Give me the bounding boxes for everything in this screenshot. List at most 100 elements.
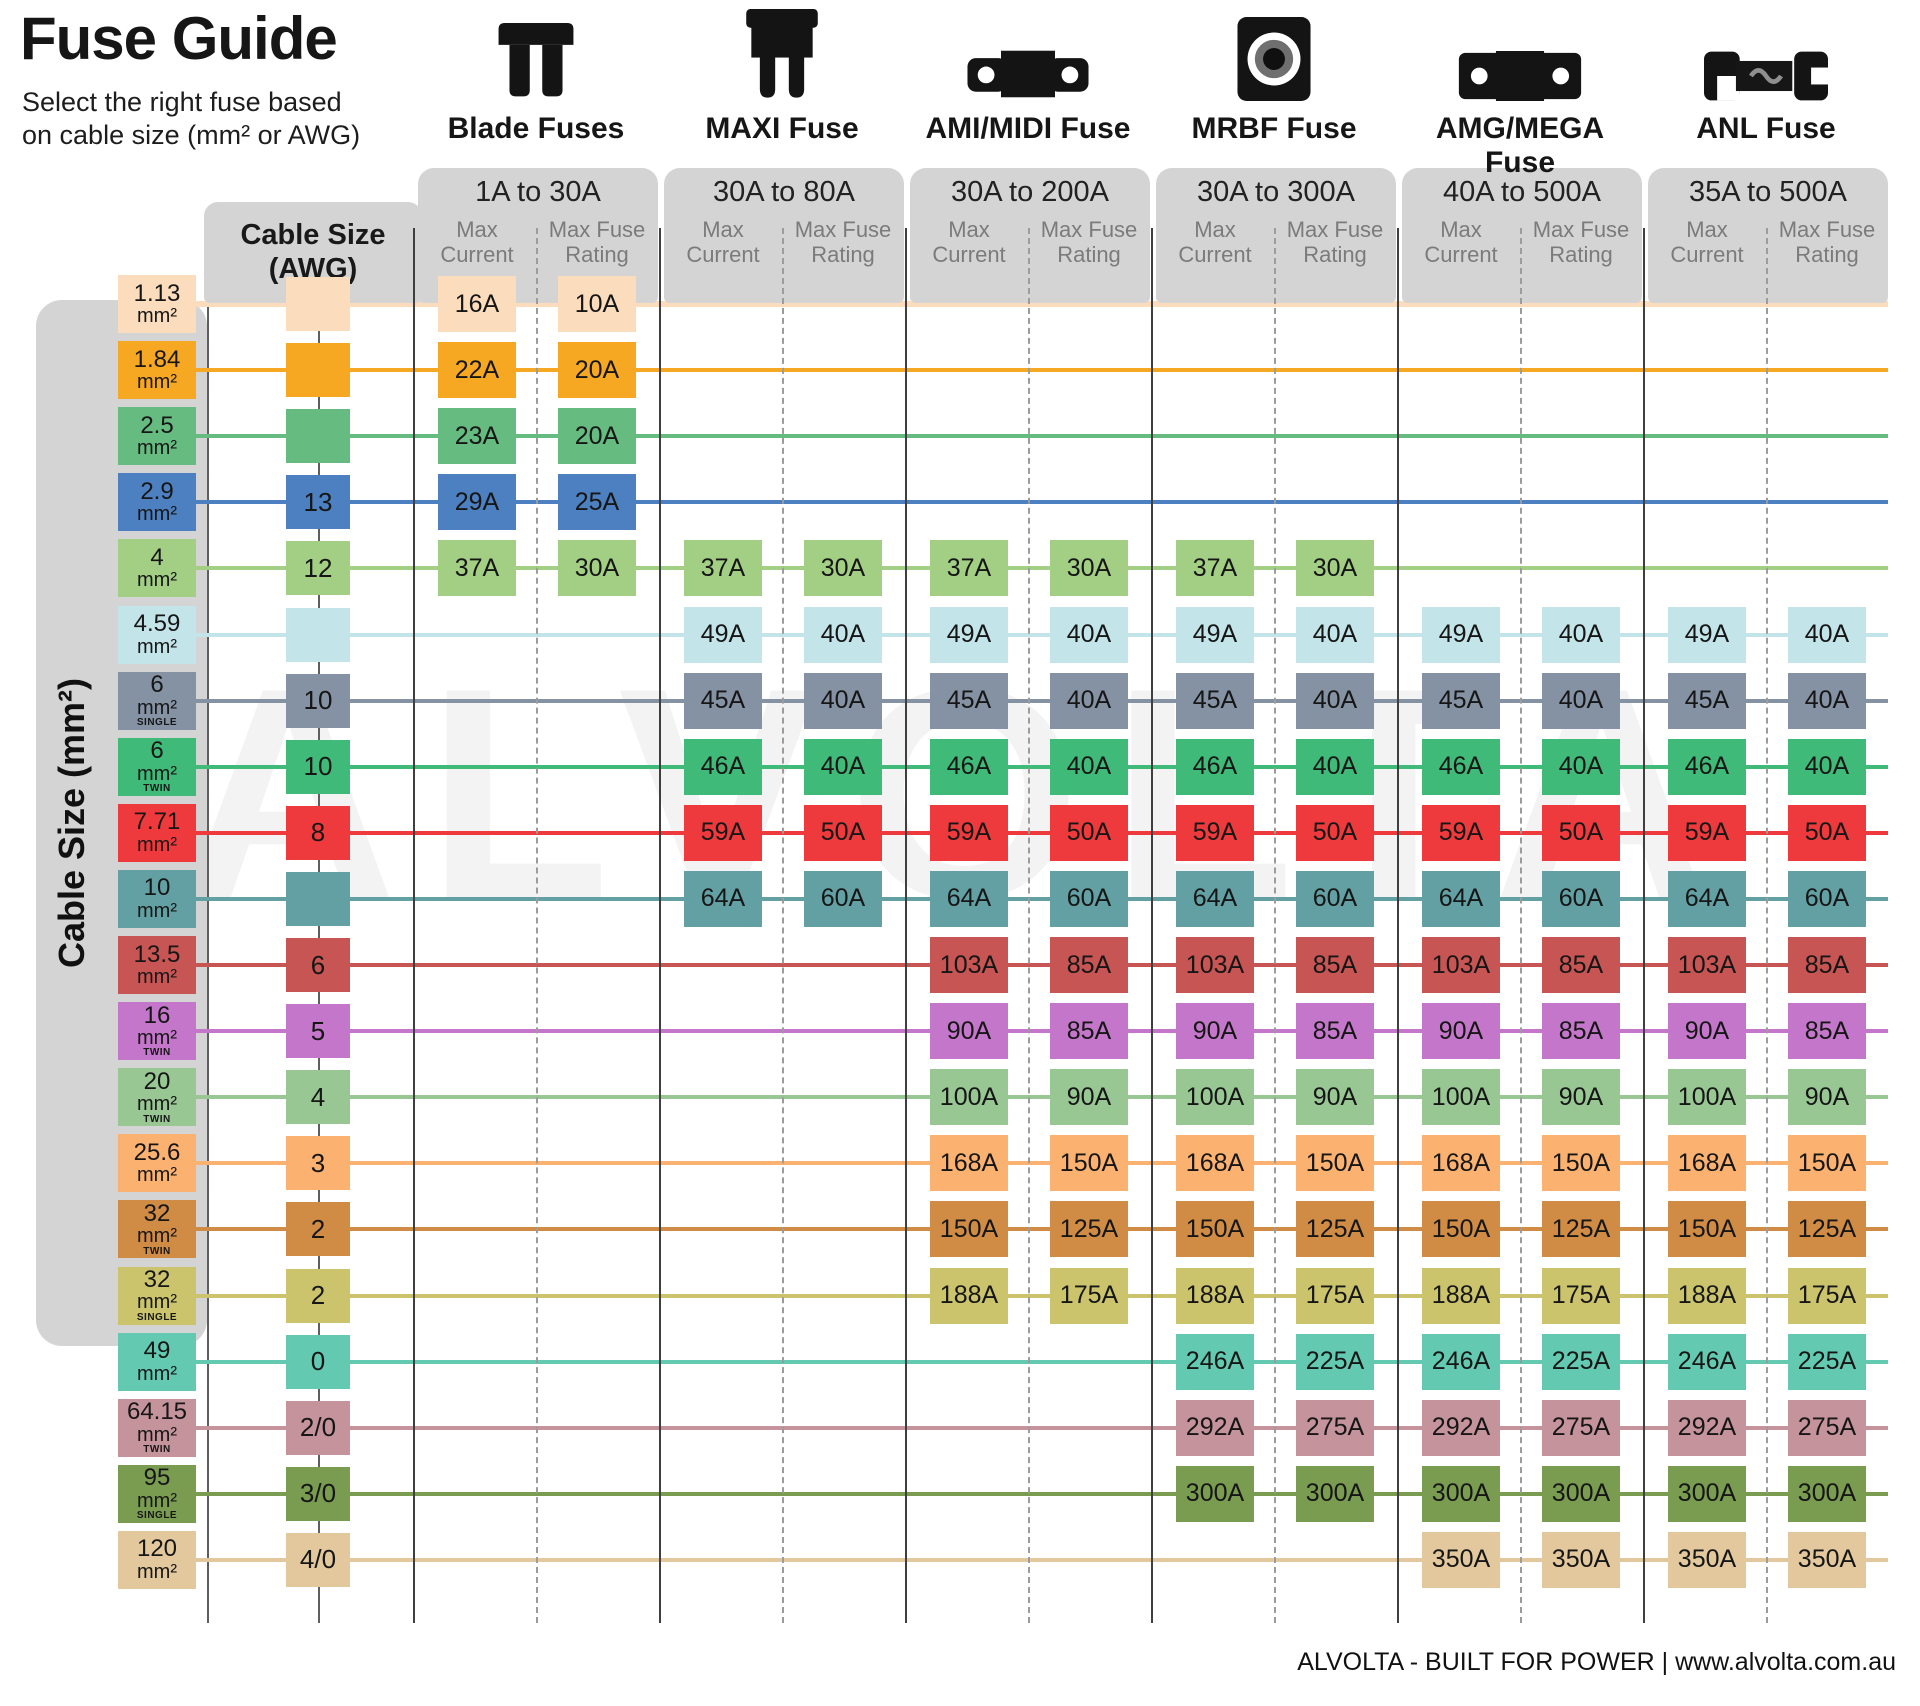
- max-current-column-header: Max Current: [1670, 217, 1744, 267]
- max-fuse-rating-cell: 50A: [804, 804, 882, 861]
- fuse-group-label-mrbf: MRBF Fuse: [1191, 112, 1357, 145]
- max-current-cell: 64A: [684, 870, 762, 927]
- mm2-tag: SINGLE: [136, 716, 178, 728]
- max-fuse-rating-cell: 40A: [1050, 738, 1128, 795]
- max-current-cell: 49A: [930, 606, 1008, 663]
- mm2-unit: mm²: [137, 1362, 177, 1385]
- fuse-range-label: 30A to 80A: [713, 176, 855, 208]
- max-fuse-rating-cell: 40A: [1788, 672, 1866, 729]
- max-current-column-header: Max Current: [686, 217, 760, 267]
- max-current-cell: 46A: [684, 738, 762, 795]
- max-current-cell: 46A: [1422, 738, 1500, 795]
- mm2-value: 32: [143, 1265, 171, 1293]
- row-line: [150, 1359, 1888, 1364]
- footer-text: ALVOLTA - BUILT FOR POWER | www.alvolta.…: [1297, 1648, 1896, 1676]
- max-fuse-rating-cell: 85A: [1788, 937, 1866, 993]
- max-current-cell: 150A: [1176, 1201, 1254, 1258]
- mm2-unit: mm²: [137, 696, 177, 719]
- max-fuse-rating-cell: 225A: [1296, 1333, 1374, 1390]
- row-line: [150, 1425, 1888, 1430]
- mm2-tag: TWIN: [143, 1047, 171, 1059]
- row-line: [150, 1029, 1888, 1034]
- cable-size-mm2-cell: 6 mm² SINGLE: [118, 671, 196, 730]
- max-fuse-rating-cell: 50A: [1788, 804, 1866, 861]
- cable-size-awg-cell: [286, 343, 350, 398]
- row-line: [150, 368, 1888, 373]
- fuse-group-label-anl: ANL Fuse: [1696, 112, 1836, 145]
- cable-size-awg-cell: [286, 277, 350, 331]
- row-line: [150, 632, 1888, 637]
- max-current-cell: 64A: [1422, 870, 1500, 927]
- fuse-group-range-band-ami: 30A to 200A Max Current Max Fuse Rating: [910, 168, 1150, 303]
- fuse-group-icon-wrap: [1704, 18, 1828, 106]
- row-line: [150, 896, 1888, 901]
- max-current-cell: 45A: [684, 672, 762, 729]
- max-current-cell: 37A: [930, 540, 1008, 597]
- max-current-cell: 150A: [930, 1201, 1008, 1258]
- max-fuse-rating-cell: 30A: [558, 540, 636, 597]
- cable-size-mm2-cell: 7.71 mm²: [118, 803, 196, 862]
- cable-size-mm2-cell: 49 mm²: [118, 1332, 196, 1391]
- mm2-tag: SINGLE: [136, 1510, 178, 1522]
- max-fuse-rating-cell: 300A: [1296, 1465, 1374, 1522]
- mm2-unit: mm²: [137, 762, 177, 785]
- mm2-unit: mm²: [137, 1093, 177, 1116]
- max-current-cell: 49A: [1668, 606, 1746, 663]
- ami-midi-fuse-icon: [967, 47, 1089, 106]
- fuse-group-icon-wrap: [476, 18, 596, 106]
- row-line: [150, 1227, 1888, 1232]
- max-current-cell: 49A: [1422, 606, 1500, 663]
- max-fuse-rating-cell: 150A: [1050, 1135, 1128, 1192]
- max-fuse-rating-cell: 40A: [1296, 606, 1374, 663]
- mm2-unit: mm²: [137, 1027, 177, 1050]
- cable-size-awg-cell: 10: [286, 673, 350, 728]
- fuse-group-icon-wrap: [967, 18, 1089, 106]
- cable-size-awg-cell: 3/0: [286, 1466, 350, 1521]
- row-line: [150, 698, 1888, 703]
- max-current-cell: 90A: [1422, 1003, 1500, 1060]
- fuse-group-icon-wrap: [1458, 18, 1582, 106]
- column-divider-line: [1028, 228, 1030, 1623]
- max-fuse-rating-cell: 90A: [1542, 1069, 1620, 1126]
- page-subtitle-line2: on cable size (mm² or AWG): [22, 119, 361, 150]
- max-current-cell: 22A: [438, 342, 516, 399]
- mm2-value: 10: [143, 874, 171, 902]
- max-fuse-rating-cell: 275A: [1788, 1399, 1866, 1456]
- max-fuse-rating-cell: 85A: [1050, 1003, 1128, 1060]
- group-divider-line: [1397, 228, 1399, 1623]
- mm2-value: 32: [143, 1199, 171, 1227]
- max-fuse-rating-cell: 90A: [1788, 1069, 1866, 1126]
- max-current-cell: 246A: [1668, 1333, 1746, 1390]
- fuse-group-icon-wrap: [1214, 17, 1334, 106]
- max-fuse-rating-cell: 300A: [1788, 1465, 1866, 1522]
- row-line: [150, 830, 1888, 835]
- cable-size-awg-cell: 2: [286, 1268, 350, 1323]
- mm2-tag: TWIN: [143, 783, 171, 795]
- mm2-unit: mm²: [137, 1291, 177, 1314]
- page-subtitle-line1: Select the right fuse based: [22, 87, 342, 117]
- row-line: [150, 1161, 1888, 1166]
- cable-size-awg-cell: 2/0: [286, 1400, 350, 1455]
- fuse-group-range-band-mrbf: 30A to 300A Max Current Max Fuse Rating: [1156, 168, 1396, 303]
- max-fuse-rating-column-header: Max Fuse Rating: [1286, 217, 1384, 267]
- max-fuse-rating-cell: 20A: [558, 408, 636, 465]
- mm2-tag: SINGLE: [136, 1311, 178, 1323]
- cable-size-mm2-cell: 13.5 mm²: [118, 936, 196, 994]
- max-fuse-rating-column-header: Max Fuse Rating: [794, 217, 892, 267]
- max-current-cell: 64A: [930, 870, 1008, 927]
- max-current-cell: 29A: [438, 474, 516, 531]
- fuse-group-label-blade: Blade Fuses: [447, 112, 625, 145]
- mm2-unit: mm²: [137, 305, 177, 328]
- max-current-cell: 59A: [1422, 804, 1500, 861]
- max-current-cell: 59A: [684, 804, 762, 861]
- max-current-cell: 103A: [930, 937, 1008, 993]
- cable-size-awg-cell: 3: [286, 1136, 350, 1191]
- mm2-value: 16: [143, 1001, 171, 1029]
- mm2-value: 2.9: [140, 477, 174, 505]
- max-current-cell: 168A: [1668, 1135, 1746, 1192]
- cable-size-awg-cell: 10: [286, 739, 350, 794]
- max-fuse-rating-cell: 50A: [1296, 804, 1374, 861]
- fuse-group-label-ami: AMI/MIDI Fuse: [925, 112, 1131, 145]
- max-current-cell: 246A: [1422, 1333, 1500, 1390]
- mm2-unit: mm²: [137, 1423, 177, 1446]
